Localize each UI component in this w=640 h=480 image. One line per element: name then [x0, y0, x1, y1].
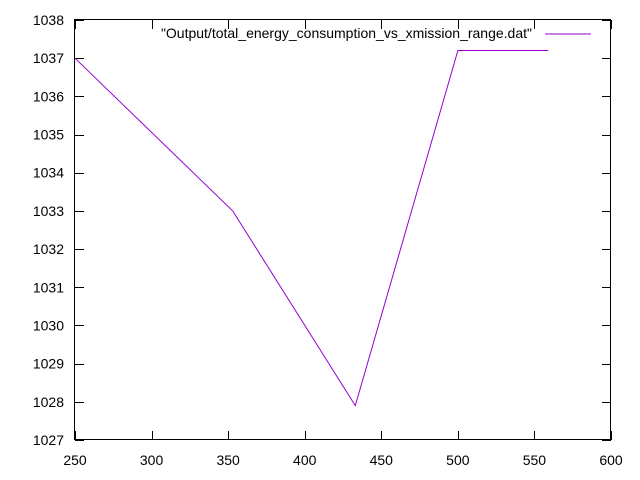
- tick-marks: [75, 20, 612, 441]
- y-tick-label: 1038: [33, 12, 64, 28]
- y-tick-label: 1032: [33, 241, 64, 257]
- y-tick-label: 1036: [33, 88, 64, 104]
- plot-frame: [74, 19, 611, 440]
- x-tick-label: 350: [216, 452, 240, 468]
- y-tick-label: 1037: [33, 50, 64, 66]
- x-tick-labels: 250 300 350 400 450 500 550 600: [63, 452, 623, 468]
- x-tick-label: 250: [63, 452, 87, 468]
- x-tick-label: 400: [293, 452, 317, 468]
- x-tick-label: 450: [370, 452, 394, 468]
- legend: "Output/total_energy_consumption_vs_xmis…: [161, 25, 591, 41]
- y-tick-label: 1033: [33, 203, 64, 219]
- y-tick-label: 1028: [33, 394, 64, 410]
- y-tick-label: 1030: [33, 317, 64, 333]
- x-tick-label: 600: [599, 452, 623, 468]
- y-tick-label: 1035: [33, 127, 64, 143]
- series-layer: [74, 50, 549, 407]
- y-tick-label: 1034: [33, 165, 64, 181]
- y-tick-labels: 1027 1028 1029 1030 1031 1032 1033 1034 1035 1036…: [33, 12, 64, 448]
- series-line: [74, 50, 549, 407]
- x-tick-label: 550: [523, 452, 547, 468]
- y-tick-label: 1027: [33, 432, 64, 448]
- legend-label: "Output/total_energy_consumption_vs_xmis…: [161, 25, 532, 41]
- y-tick-label: 1029: [33, 356, 64, 372]
- x-tick-label: 300: [140, 452, 164, 468]
- y-tick-label: 1031: [33, 279, 64, 295]
- x-tick-label: 500: [446, 452, 470, 468]
